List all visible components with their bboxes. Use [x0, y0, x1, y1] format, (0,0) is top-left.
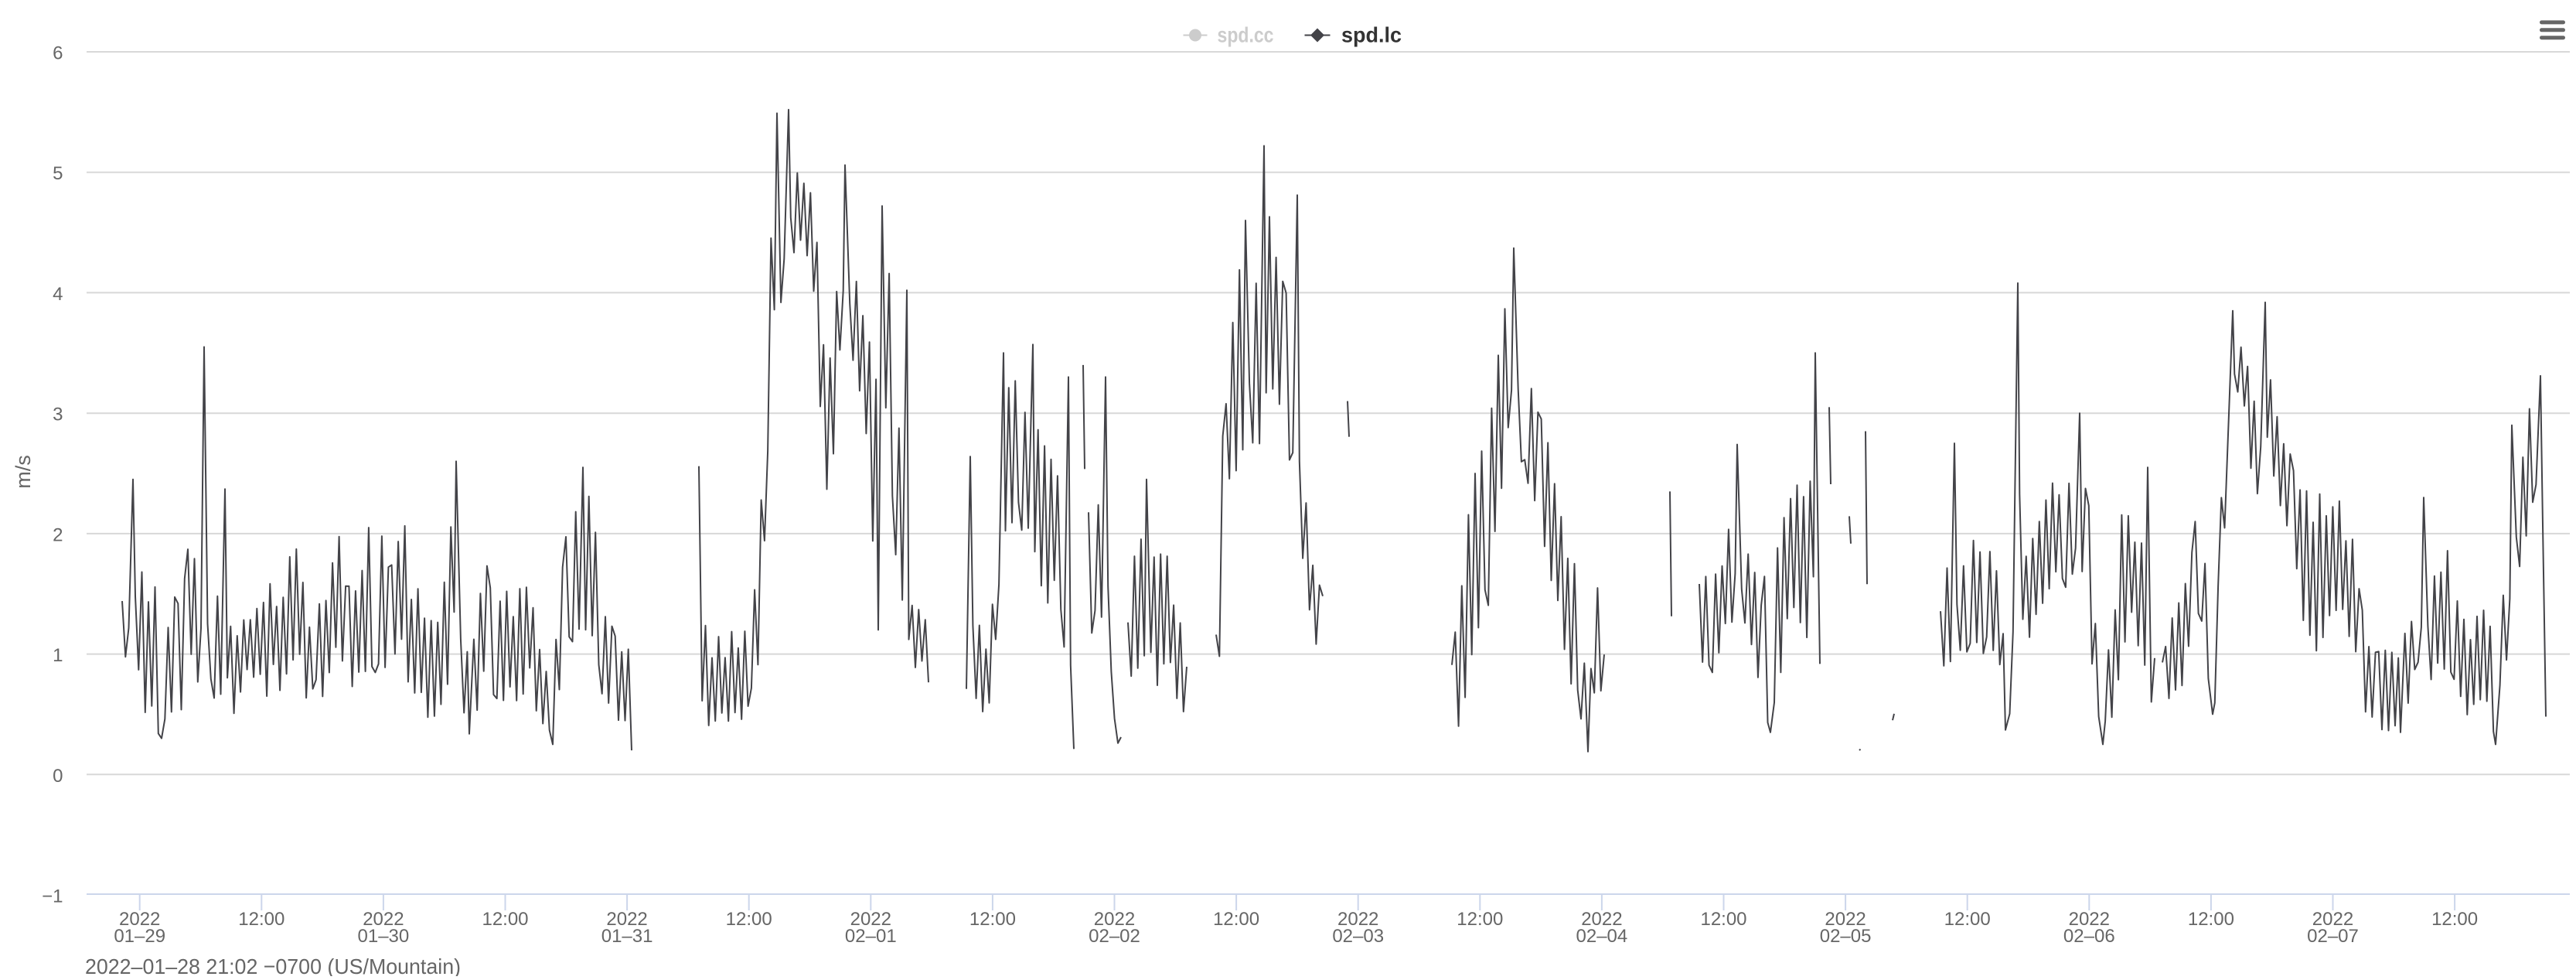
svg-text:02–07: 02–07 — [2307, 926, 2359, 947]
svg-text:4: 4 — [53, 284, 63, 305]
svg-text:2022: 2022 — [2069, 909, 2110, 930]
svg-text:12:00: 12:00 — [726, 909, 772, 930]
svg-text:2022: 2022 — [1825, 909, 1866, 930]
svg-text:1: 1 — [53, 645, 63, 666]
svg-text:3: 3 — [53, 405, 63, 425]
svg-text:6: 6 — [53, 43, 63, 64]
svg-text:02–06: 02–06 — [2063, 926, 2115, 947]
svg-text:12:00: 12:00 — [1457, 909, 1503, 930]
svg-text:12:00: 12:00 — [1700, 909, 1746, 930]
svg-text:2022: 2022 — [363, 909, 404, 930]
svg-text:5: 5 — [53, 163, 63, 184]
svg-text:02–05: 02–05 — [1820, 926, 1872, 947]
svg-text:01–30: 01–30 — [358, 926, 410, 947]
svg-text:0: 0 — [53, 766, 63, 787]
svg-text:12:00: 12:00 — [482, 909, 528, 930]
svg-text:01–31: 01–31 — [601, 926, 653, 947]
svg-text:2022: 2022 — [2312, 909, 2353, 930]
svg-text:12:00: 12:00 — [2431, 909, 2478, 930]
svg-text:2022: 2022 — [119, 909, 160, 930]
svg-text:2022: 2022 — [606, 909, 647, 930]
svg-text:2022–01–28 21:02 −0700 (US/Mou: 2022–01–28 21:02 −0700 (US/Mountain) — [85, 954, 461, 976]
svg-text:02–01: 02–01 — [845, 926, 897, 947]
svg-text:spd.cc: spd.cc — [1218, 23, 1274, 47]
svg-text:spd.lc: spd.lc — [1341, 23, 1402, 47]
svg-text:2022: 2022 — [1094, 909, 1135, 930]
svg-text:−1: −1 — [42, 886, 63, 907]
svg-text:12:00: 12:00 — [1213, 909, 1259, 930]
svg-text:12:00: 12:00 — [1944, 909, 1991, 930]
svg-text:12:00: 12:00 — [238, 909, 285, 930]
svg-text:2022: 2022 — [1337, 909, 1378, 930]
svg-text:02–04: 02–04 — [1576, 926, 1628, 947]
svg-text:01–29: 01–29 — [114, 926, 165, 947]
svg-text:m/s: m/s — [12, 455, 35, 489]
svg-text:02–03: 02–03 — [1332, 926, 1384, 947]
svg-text:2: 2 — [53, 524, 63, 545]
svg-text:2022: 2022 — [850, 909, 891, 930]
svg-text:2022: 2022 — [1581, 909, 1622, 930]
svg-text:02–02: 02–02 — [1089, 926, 1140, 947]
svg-text:12:00: 12:00 — [969, 909, 1016, 930]
svg-text:12:00: 12:00 — [2188, 909, 2234, 930]
